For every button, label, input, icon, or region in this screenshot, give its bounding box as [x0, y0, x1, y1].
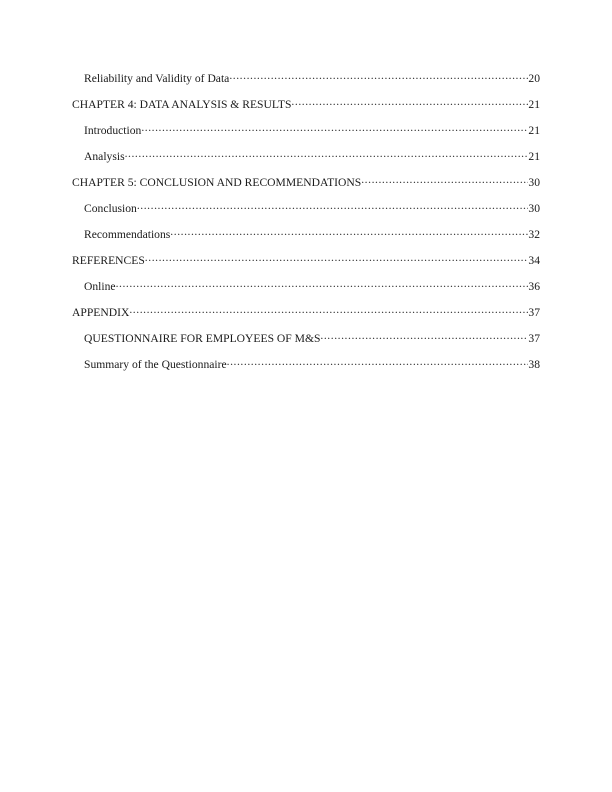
- toc-entry-page-number: 37: [528, 332, 540, 345]
- toc-entry[interactable]: Conclusion 30: [0, 196, 612, 222]
- toc-entry-page-number: 37: [528, 306, 540, 319]
- toc-dot-leader: [361, 174, 528, 186]
- toc-dot-leader: [137, 200, 529, 212]
- toc-entry-page-number: 21: [528, 124, 540, 137]
- toc-entry-page-number: 34: [528, 254, 540, 267]
- toc-entry-page-number: 30: [528, 176, 540, 189]
- toc-entry[interactable]: CHAPTER 4: DATA ANALYSIS & RESULTS 21: [0, 92, 612, 118]
- toc-entry[interactable]: APPENDIX 37: [0, 300, 612, 326]
- toc-entry-page-number: 21: [528, 150, 540, 163]
- toc-entry-title: Introduction: [84, 124, 142, 137]
- toc-dot-leader: [229, 70, 528, 82]
- toc-entry[interactable]: Summary of the Questionnaire 38: [0, 352, 612, 378]
- toc-dot-leader: [116, 278, 529, 290]
- toc-entry[interactable]: Analysis 21: [0, 144, 612, 170]
- toc-dot-leader: [227, 356, 529, 368]
- toc-entry-title: Conclusion: [84, 202, 137, 215]
- toc-entry-page-number: 21: [528, 98, 540, 111]
- toc-entry[interactable]: CHAPTER 5: CONCLUSION AND RECOMMENDATION…: [0, 170, 612, 196]
- toc-entry-page-number: 38: [528, 358, 540, 371]
- toc-entry[interactable]: Recommendations 32: [0, 222, 612, 248]
- toc-entry[interactable]: QUESTIONNAIRE FOR EMPLOYEES OF M&S 37: [0, 326, 612, 352]
- toc-entry-title: Summary of the Questionnaire: [84, 358, 227, 371]
- toc-entry-title: Online: [84, 280, 116, 293]
- toc-entry-title: Recommendations: [84, 228, 171, 241]
- toc-dot-leader: [125, 148, 529, 160]
- toc-entry-page-number: 30: [528, 202, 540, 215]
- toc-entry-title: CHAPTER 5: CONCLUSION AND RECOMMENDATION…: [72, 176, 362, 189]
- toc-entry-title: QUESTIONNAIRE FOR EMPLOYEES OF M&S: [84, 332, 321, 345]
- toc-dot-leader: [129, 304, 528, 316]
- toc-entry-page-number: 32: [528, 228, 540, 241]
- toc-entry[interactable]: Online 36: [0, 274, 612, 300]
- toc-dot-leader: [170, 226, 528, 238]
- toc-entry[interactable]: REFERENCES 34: [0, 248, 612, 274]
- toc-entry-page-number: 36: [528, 280, 540, 293]
- toc-dot-leader: [291, 96, 528, 108]
- toc-entry-title: REFERENCES: [72, 254, 145, 267]
- toc-entry-title: Analysis: [84, 150, 125, 163]
- toc-entry[interactable]: Reliability and Validity of Data 20: [0, 66, 612, 92]
- toc-entry-title: CHAPTER 4: DATA ANALYSIS & RESULTS: [72, 98, 292, 111]
- toc-dot-leader: [145, 252, 529, 264]
- table-of-contents: Reliability and Validity of Data 20 CHAPTE…: [0, 66, 612, 378]
- toc-dot-leader: [320, 330, 528, 342]
- toc-entry-title: APPENDIX: [72, 306, 130, 319]
- toc-dot-leader: [141, 122, 528, 134]
- toc-entry[interactable]: Introduction 21: [0, 118, 612, 144]
- toc-entry-page-number: 20: [528, 72, 540, 85]
- toc-entry-title: Reliability and Validity of Data: [84, 72, 230, 85]
